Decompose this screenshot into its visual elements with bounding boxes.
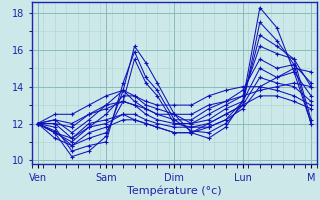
X-axis label: Température (°c): Température (°c) xyxy=(127,186,222,196)
